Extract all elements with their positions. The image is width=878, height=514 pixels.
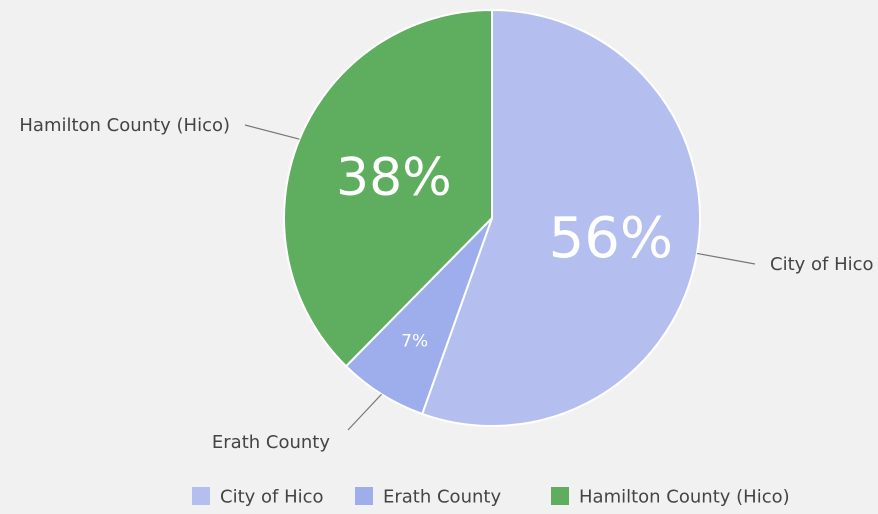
legend-label-city-of-hico: City of Hico: [220, 487, 324, 508]
callout-leader-hamilton-county-hico: [244, 124, 300, 140]
callout-leader-city-of-hico: [696, 252, 756, 265]
legend-swatch-erath-county: [355, 487, 373, 505]
legend-label-erath-county: Erath County: [383, 487, 501, 508]
legend: City of Hico Erath County Hamilton County …: [192, 487, 790, 508]
legend-swatch-city-of-hico: [192, 487, 210, 505]
pie-slice-hamilton-county-hico: [283, 8, 493, 368]
legend-item-hamilton-county-hico: Hamilton County (Hico): [551, 487, 790, 508]
callout-label-erath-county: Erath County: [212, 432, 330, 453]
callout-leader-erath-county: [347, 393, 382, 431]
callout-label-hamilton-county-hico: Hamilton County (Hico): [19, 115, 230, 136]
slice-percent-labels: 56% 7% 38%: [336, 148, 673, 352]
legend-item-city-of-hico: City of Hico: [192, 487, 324, 508]
legend-swatch-hamilton-county-hico: [551, 487, 569, 505]
slice-percent-label-erath-county: 7%: [401, 331, 428, 351]
callout-label-city-of-hico: City of Hico: [770, 254, 874, 275]
slice-percent-label-hamilton-county-hico: 38%: [336, 148, 452, 208]
pie-slice-city-of-hico: [420, 8, 701, 427]
legend-label-hamilton-county-hico: Hamilton County (Hico): [579, 487, 790, 508]
pie-slices: [283, 8, 701, 427]
slice-percent-label-city-of-hico: 56%: [549, 206, 673, 271]
legend-item-erath-county: Erath County: [355, 487, 501, 508]
slice-callouts: City of Hico Erath County Hamilton County …: [19, 115, 873, 453]
